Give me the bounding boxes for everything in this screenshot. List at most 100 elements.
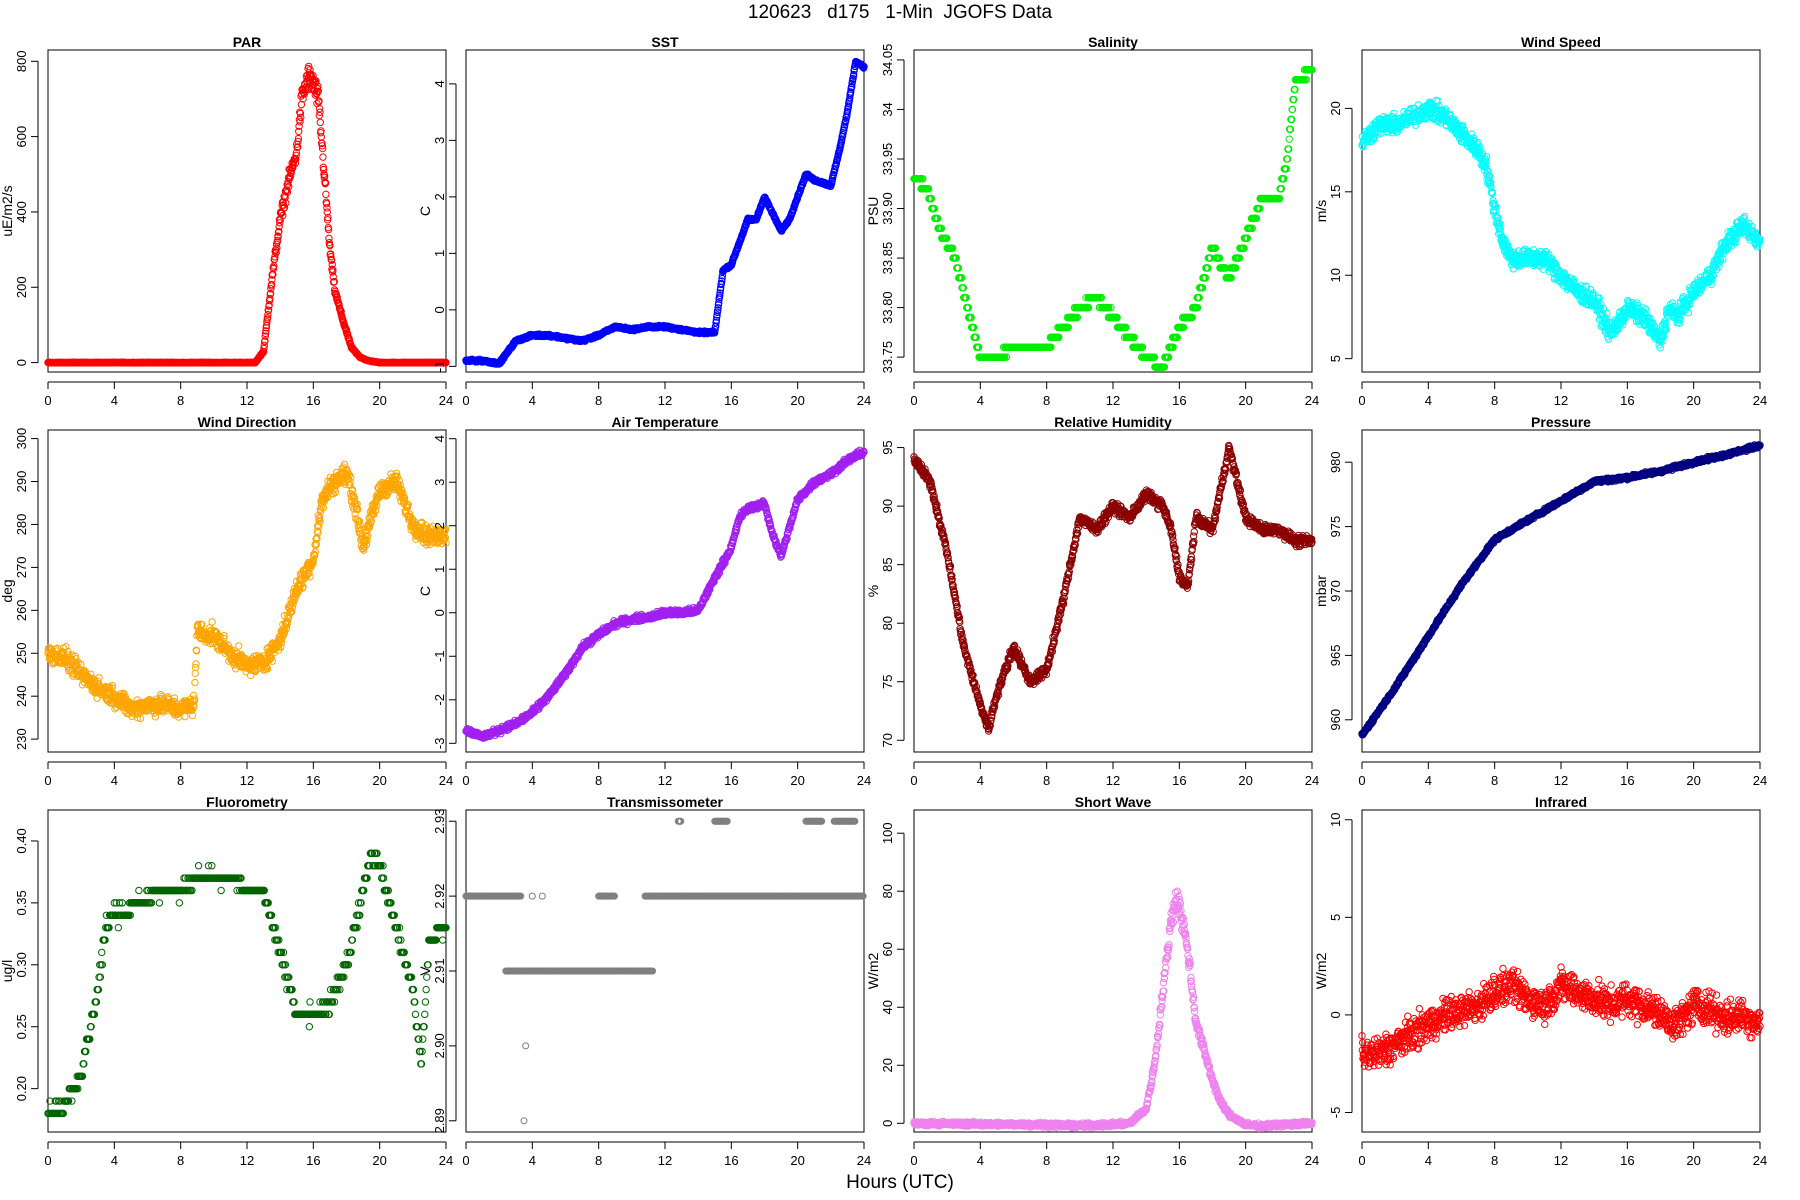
data-point [318, 142, 326, 150]
data-points [44, 62, 450, 367]
x-tick-label: 4 [111, 773, 118, 788]
data-point [262, 327, 270, 335]
data-point [292, 151, 300, 160]
y-tick-label: 400 [14, 201, 29, 223]
y-axis-label: C [417, 206, 433, 216]
x-tick-label: 4 [977, 393, 984, 408]
data-point [296, 109, 305, 118]
data-point [322, 200, 331, 208]
data-point [270, 255, 279, 263]
y-tick-label: 240 [14, 685, 29, 707]
x-tick-label: 20 [1238, 393, 1252, 408]
x-tick-label: 0 [44, 773, 51, 788]
y-tick-label: -1 [432, 361, 447, 373]
data-point [264, 306, 273, 314]
data-point [275, 227, 283, 236]
x-tick-label: 4 [1425, 393, 1432, 408]
data-point [267, 285, 275, 293]
plot-frame [1361, 49, 1761, 373]
data-point [1285, 135, 1293, 143]
y-tick-label: 33.75 [880, 341, 895, 374]
figure-title: 120623 d175 1-Min JGOFS Data [747, 2, 1053, 23]
data-point [260, 344, 268, 353]
data-point [263, 318, 271, 326]
y-tick-label: 1 [432, 250, 447, 257]
plot-frame [913, 49, 1313, 373]
y-tick-label: 3 [432, 137, 447, 144]
x-tick-label: 12 [240, 393, 254, 408]
data-point [307, 70, 315, 78]
data-point [318, 139, 326, 147]
data-point [285, 182, 293, 191]
y-tick-label: 33.85 [880, 242, 895, 275]
x-tick-label: 16 [1172, 393, 1186, 408]
y-tick-label: 0 [432, 306, 447, 313]
data-point [294, 143, 302, 151]
x-tick-label: 16 [1620, 393, 1634, 408]
x-tick-label: 4 [529, 393, 536, 408]
y-tick-label: 0 [14, 359, 29, 366]
data-point [322, 190, 330, 199]
data-point [323, 208, 331, 216]
x-tick-label: 24 [1753, 393, 1767, 408]
y-axis-label: PSU [865, 197, 881, 226]
x-tick-label: 4 [111, 393, 118, 408]
data-point [266, 289, 275, 298]
data-point [260, 341, 268, 350]
y-tick-label: 270 [14, 557, 29, 579]
y-tick-label: 2 [432, 193, 447, 200]
data-point [272, 246, 280, 254]
data-point [267, 280, 276, 289]
y-tick-label: 800 [14, 50, 29, 72]
y-tick-label: 280 [14, 514, 29, 536]
y-tick-label: 5 [1328, 355, 1343, 362]
x-tick-label: 20 [790, 393, 804, 408]
x-tick-label: 20 [1686, 393, 1700, 408]
y-tick-label: 250 [14, 642, 29, 664]
data-point [272, 248, 280, 257]
data-points [44, 460, 450, 723]
data-point [274, 232, 282, 241]
data-point [266, 294, 274, 303]
y-tick-label: 600 [14, 126, 29, 148]
chart-title: Wind Direction [198, 414, 297, 430]
y-tick-label: 290 [14, 471, 29, 493]
data-point [276, 219, 284, 227]
x-tick-label: 24 [1305, 393, 1319, 408]
x-tick-label: 8 [1043, 393, 1050, 408]
data-point [318, 144, 327, 153]
x-tick-label: 8 [177, 393, 184, 408]
data-point [323, 204, 331, 212]
y-axis-label: deg [0, 579, 15, 602]
chart-title: SST [651, 34, 679, 50]
data-point [1288, 105, 1297, 114]
y-tick-label: 10 [1328, 268, 1343, 282]
x-tick-label: 12 [1554, 393, 1568, 408]
data-point [294, 137, 302, 146]
x-tick-label: 12 [1106, 393, 1120, 408]
data-point [315, 97, 323, 105]
y-tick-label: 260 [14, 599, 29, 621]
y-tick-label: 300 [14, 428, 29, 450]
chart-title: Salinity [1088, 34, 1138, 50]
y-axis-label: uE/m2/s [0, 185, 15, 236]
x-tick-label: 24 [857, 393, 871, 408]
data-point [295, 127, 303, 136]
x-tick-label: 0 [462, 393, 469, 408]
y-tick-label: 33.95 [880, 143, 895, 176]
x-tick-label: 20 [372, 773, 386, 788]
data-point [263, 314, 272, 322]
y-tick-label: 34 [880, 102, 895, 116]
x-tick-label: 16 [724, 393, 738, 408]
data-point [296, 118, 304, 126]
data-point [317, 127, 325, 135]
x-tick-label: 20 [372, 393, 386, 408]
data-point [324, 213, 332, 222]
x-tick-label: 16 [306, 773, 320, 788]
x-tick-label: 12 [240, 773, 254, 788]
data-point [324, 225, 333, 234]
